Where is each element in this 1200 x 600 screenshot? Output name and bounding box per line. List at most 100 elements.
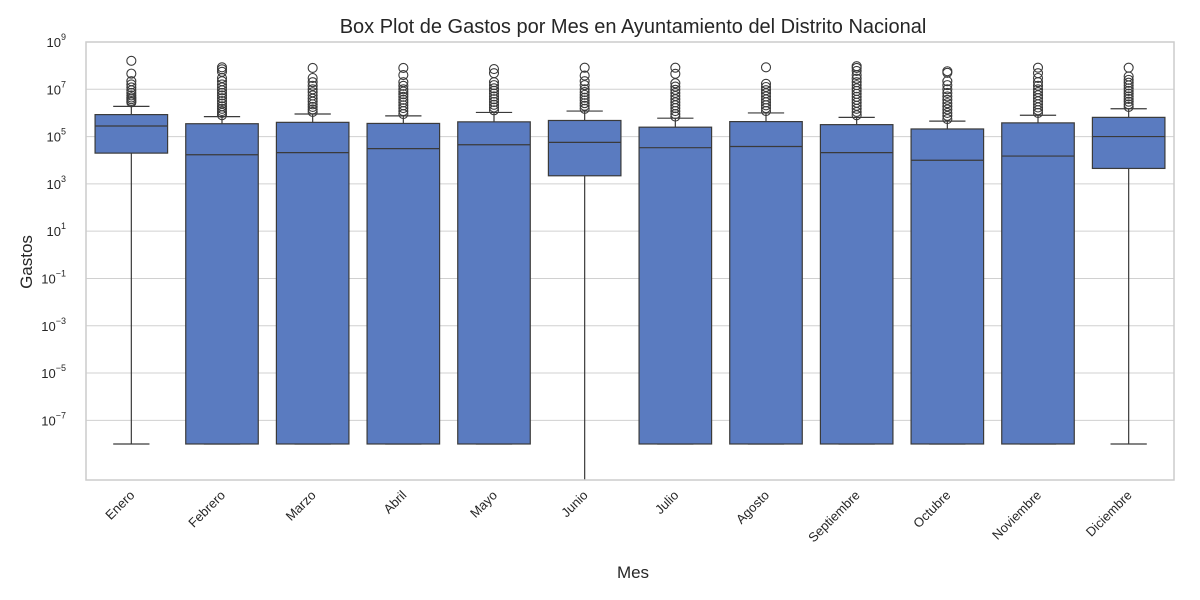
outlier-point [942, 87, 953, 99]
outlier-point [760, 85, 772, 96]
outlier-point [126, 55, 137, 66]
outlier-point [579, 89, 590, 100]
outlier-point [398, 70, 409, 81]
outlier-point [1123, 99, 1134, 110]
outlier-point [126, 90, 137, 101]
y-axis-label: Gastos [17, 235, 36, 289]
chart-title: Box Plot de Gastos por Mes en Ayuntamien… [340, 16, 927, 38]
x-tick-label: Enero [102, 488, 137, 523]
box-abril [366, 62, 441, 445]
outlier-point [488, 83, 500, 94]
outlier-point [579, 70, 590, 81]
outlier-point [670, 81, 681, 92]
outlier-point [579, 98, 590, 109]
outlier-point [1123, 74, 1134, 85]
outlier-point [851, 77, 862, 88]
outlier-point [398, 62, 409, 73]
outlier-point [398, 89, 409, 100]
outlier-point [398, 91, 409, 102]
outlier-point [307, 72, 318, 84]
box-iqr [819, 124, 894, 445]
box-iqr [729, 121, 803, 445]
box-iqr [910, 128, 985, 445]
box-enero [94, 55, 169, 445]
outlier-point [1032, 87, 1044, 98]
box-septiembre [819, 61, 894, 445]
x-tick-label: Mayo [467, 488, 500, 521]
outlier-point [398, 80, 409, 91]
outlier-point [942, 66, 953, 77]
outlier-point [851, 80, 862, 91]
outlier-point [579, 100, 590, 111]
outlier-point [1123, 93, 1134, 105]
outlier-point [307, 101, 318, 112]
box-octubre [910, 66, 985, 445]
outlier-point [488, 80, 500, 91]
x-tick-label: Junio [558, 488, 591, 521]
outlier-point [398, 77, 409, 88]
outlier-point [1123, 101, 1134, 112]
outlier-point [216, 93, 228, 104]
outlier-point [307, 80, 318, 91]
outlier-point [126, 82, 137, 93]
outlier-point [216, 79, 228, 90]
y-tick-label: 10−7 [41, 410, 66, 428]
box-iqr [366, 122, 441, 445]
outlier-point [1123, 77, 1134, 88]
outlier-point [216, 95, 228, 107]
outlier-point [670, 62, 681, 73]
outlier-point [1123, 96, 1134, 107]
outlier-point [398, 97, 409, 108]
box-iqr [457, 121, 531, 445]
outlier-point [670, 87, 681, 99]
outlier-point [579, 103, 590, 114]
outlier-point [851, 83, 862, 94]
x-tick-label: Marzo [283, 488, 319, 524]
outlier-point [670, 84, 681, 95]
outlier-point [126, 68, 137, 79]
outlier-point [942, 107, 953, 118]
box-iqr [275, 121, 350, 445]
x-tick-label: Noviembre [989, 488, 1044, 543]
y-tick-label: 10−5 [41, 363, 66, 381]
grid [86, 41, 1174, 421]
outlier-point [1032, 80, 1044, 91]
x-tick-label: Septiembre [805, 488, 863, 546]
outlier-point [1123, 62, 1134, 73]
box-iqr [638, 126, 713, 445]
y-tick-label: 101 [47, 221, 66, 239]
y-tick-label: 10−3 [41, 316, 66, 334]
box-diciembre [1091, 62, 1166, 445]
outlier-point [942, 84, 953, 95]
outlier-point [126, 79, 137, 90]
y-tick-label: 107 [47, 79, 66, 97]
outlier-point [488, 105, 500, 116]
outlier-point [942, 80, 953, 91]
x-tick-label: Julio [652, 488, 682, 518]
outlier-point [760, 78, 772, 89]
box-iqr [185, 123, 259, 445]
x-tick-label: Agosto [733, 488, 772, 527]
outlier-point [488, 94, 500, 105]
outlier-point [307, 77, 318, 88]
outlier-point [579, 95, 590, 106]
outlier-point [488, 99, 500, 110]
outlier-point [1032, 72, 1044, 84]
outlier-point [488, 88, 500, 99]
y-tick-label: 103 [47, 174, 66, 192]
box-noviembre [1001, 62, 1075, 445]
outlier-point [216, 103, 228, 114]
outlier-point [307, 84, 318, 95]
outlier-point [1123, 83, 1134, 94]
x-tick-label: Octubre [910, 488, 953, 531]
outlier-point [1123, 91, 1134, 102]
y-tick-label: 109 [47, 32, 66, 50]
x-tick-labels: Enero Febrero Marzo Abril Mayo Junio Julio Agos… [102, 487, 1134, 545]
box-marzo [275, 62, 350, 445]
outlier-point [307, 106, 318, 118]
box-iqr [547, 119, 622, 177]
outlier-point [488, 96, 500, 108]
box-junio [547, 62, 622, 480]
outlier-point [942, 104, 953, 115]
